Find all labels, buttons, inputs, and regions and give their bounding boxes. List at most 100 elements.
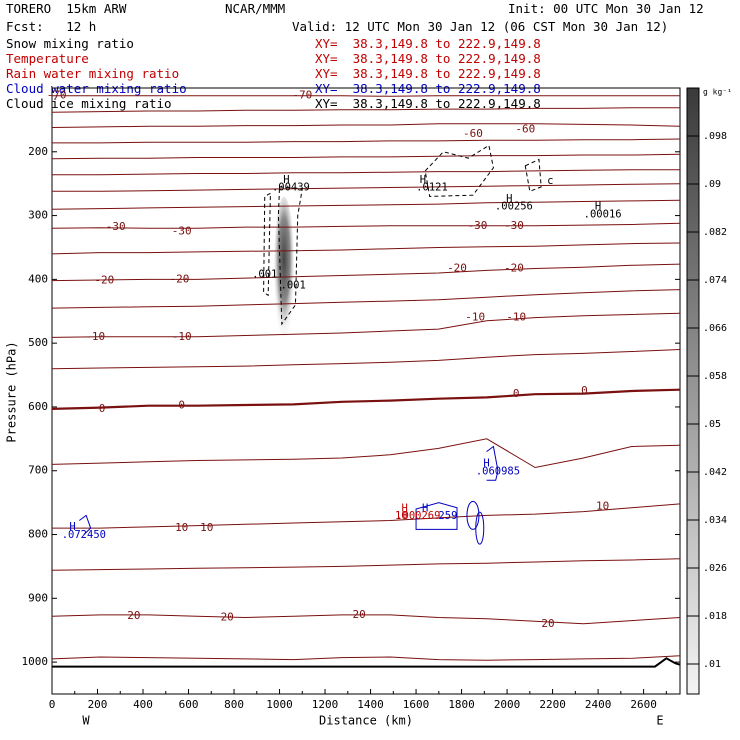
colorbar-label: .034 [703, 515, 727, 526]
isotherm-line [51, 388, 681, 410]
temperature-label: -20 [504, 262, 524, 275]
temperature-label: 20 [353, 608, 366, 621]
x-tick-label: 1400 [357, 698, 384, 711]
x-tick-label: 1600 [403, 698, 430, 711]
colorbar-label: .058 [703, 371, 727, 382]
legend-cloud-water: Cloud water mixing ratio [6, 81, 187, 96]
y-tick-label: 200 [28, 145, 48, 158]
west-label: W [82, 714, 90, 728]
colorbar-label: .042 [703, 467, 727, 478]
isotherm-line [51, 222, 681, 229]
temperature-label: -30 [106, 220, 126, 233]
x-axis-label: Distance (km) [319, 714, 413, 728]
x-tick-label: 1200 [312, 698, 339, 711]
colorbar-label: .066 [703, 323, 727, 334]
y-tick-label: 600 [28, 400, 48, 413]
model-title: TORERO 15km ARW [6, 1, 127, 16]
temperature-label: -60 [463, 127, 483, 140]
y-tick-label: 1000 [22, 655, 49, 668]
isotherm-line [52, 503, 681, 529]
x-tick-label: 2400 [585, 698, 612, 711]
x-tick-label: 400 [133, 698, 153, 711]
colorbar [686, 87, 700, 695]
x-tick-label: 2000 [494, 698, 521, 711]
temperature-label: -30 [172, 225, 192, 238]
isotherm-line [51, 242, 681, 255]
legend-cloud-ice-xy: XY= 38.3,149.8 to 222.9,149.8 [315, 96, 541, 111]
cloud-ice-contour [424, 144, 494, 197]
isotherm-line [51, 312, 681, 338]
x-tick-label: 2200 [539, 698, 566, 711]
max-annotation: c [547, 175, 553, 187]
cloud-water-contour [486, 445, 499, 481]
isotherm-line [51, 558, 681, 571]
max-annotation: H [483, 458, 489, 470]
isotherm-line [51, 153, 681, 160]
temperature-label: -30 [468, 219, 488, 232]
temperature-label: 0 [581, 384, 588, 397]
temperature-label: 10 [596, 499, 609, 512]
isotherm-line [51, 349, 681, 370]
colorbar-label: .09 [703, 179, 721, 190]
y-tick-label: 800 [28, 528, 48, 541]
isotherm-line [51, 289, 681, 309]
cloud-water-contour [79, 514, 92, 535]
legend-temperature: Temperature [6, 51, 89, 66]
org-label: NCAR/MMM [225, 1, 286, 16]
legend-snow-xy: XY= 38.3,149.8 to 222.9,149.8 [315, 36, 541, 51]
colorbar-label: .018 [703, 611, 727, 622]
temperature-label: -10 [465, 311, 485, 324]
temperature-label: -10 [506, 311, 526, 324]
isotherm-line [52, 183, 681, 192]
isotherm-line [52, 138, 681, 144]
snow-shading [274, 196, 295, 337]
colorbar-label: .01 [703, 659, 721, 670]
y-tick-label: 900 [28, 591, 48, 604]
temperature-label: 20 [541, 617, 554, 630]
max-annotation: H [283, 174, 289, 186]
x-tick-label: 1800 [448, 698, 475, 711]
isotherm-line [51, 199, 681, 210]
isotherm-line [52, 169, 680, 176]
max-annotation: .00016 [584, 208, 622, 220]
isotherm-line [51, 655, 681, 661]
temperature-label: -20 [169, 272, 189, 285]
cloud-ice-contour [277, 186, 303, 326]
cloud-water-contour [466, 500, 480, 530]
terrain-line [52, 657, 681, 668]
x-tick-label: 0 [49, 698, 56, 711]
temperature-label: 0 [99, 402, 106, 415]
plot-frame [51, 87, 681, 695]
colorbar-label: .098 [703, 131, 727, 142]
legend-cloud-ice: Cloud ice mixing ratio [6, 96, 172, 111]
temperature-label: 20 [127, 609, 140, 622]
colorbar-unit: g kg⁻¹ [703, 88, 732, 97]
max-annotation: .00256 [495, 201, 533, 213]
x-tick-label: 2600 [630, 698, 657, 711]
forecast-hour: Fcst: 12 h [6, 19, 97, 34]
temperature-label: -10 [85, 330, 105, 343]
max-annotation: .072450 [62, 529, 106, 541]
legend-temperature-xy: XY= 38.3,149.8 to 222.9,149.8 [315, 51, 541, 66]
temperature-label: 10 [200, 521, 213, 534]
temperature-label: -70 [292, 89, 312, 102]
temperature-label: -30 [504, 219, 524, 232]
max-annotation: H [420, 174, 426, 186]
colorbar-label: .082 [703, 227, 727, 238]
max-annotation: H [422, 502, 428, 514]
max-annotation: .001 [252, 268, 277, 280]
x-tick-label: 600 [179, 698, 199, 711]
x-tick-label: 800 [224, 698, 244, 711]
isotherm-line [51, 107, 680, 113]
cloud-ice-contour [263, 192, 271, 297]
colorbar-label: .05 [703, 419, 721, 430]
colorbar-label: .074 [703, 275, 727, 286]
cloud-ice-contour [524, 158, 542, 193]
max-annotation: H [402, 502, 408, 514]
isotherm-line [51, 123, 681, 128]
temperature-label: 10 [175, 521, 188, 534]
max-annotation: .0121 [416, 182, 448, 194]
x-tick-label: 1000 [266, 698, 293, 711]
legend-rain-xy: XY= 38.3,149.8 to 222.9,149.8 [315, 66, 541, 81]
